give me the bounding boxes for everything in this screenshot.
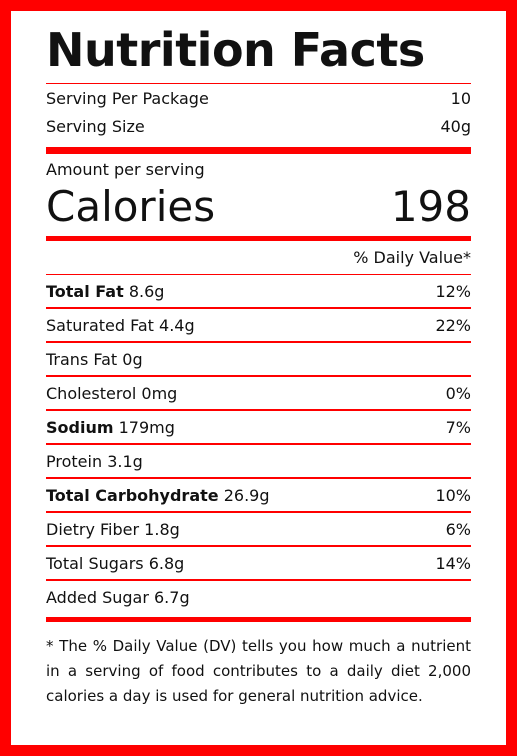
nutrient-row: Total Fat 8.6g 12% — [46, 275, 471, 309]
nutrient-label: Trans Fat 0g — [46, 350, 143, 369]
nutrient-amount: 8.6g — [128, 281, 165, 301]
amount-per-serving: Amount per serving — [46, 160, 205, 179]
nutrient-name: Cholesterol — [46, 383, 137, 403]
calories-label: Calories — [46, 182, 216, 231]
nutrient-name: Sodium — [46, 417, 114, 437]
serving-size-row: Serving Size 40g — [46, 112, 471, 140]
nutrient-daily-value: 0% — [445, 383, 471, 403]
nutrient-daily-value: 12% — [435, 281, 471, 301]
nutrient-amount: 1.8g — [144, 519, 180, 539]
nutrient-label: Total Carbohydrate 26.9g — [46, 486, 270, 505]
nutrient-name: Total Fat — [46, 281, 124, 301]
nutrient-name: Dietry Fiber — [46, 519, 140, 539]
nutrient-label: Added Sugar 6.7g — [46, 588, 190, 607]
nutrient-amount: 4.4g — [159, 315, 195, 335]
nutrient-row: Trans Fat 0g — [46, 343, 471, 377]
nutrient-name: Trans Fat — [46, 349, 118, 369]
nutrient-label: Sodium 179mg — [46, 418, 175, 437]
thick-divider — [46, 147, 471, 154]
nutrient-row: Total Sugars 6.8g 14% — [46, 547, 471, 581]
calories-row: Calories 198 — [46, 180, 471, 228]
nutrient-label: Protein 3.1g — [46, 452, 143, 471]
nutrient-row: Added Sugar 6.7g — [46, 581, 471, 613]
nutrient-label: Total Fat 8.6g — [46, 282, 164, 301]
nutrient-row: Total Carbohydrate 26.9g 10% — [46, 479, 471, 513]
nutrient-name: Total Carbohydrate — [46, 485, 219, 505]
nutrient-amount: 6.7g — [154, 587, 190, 607]
nutrient-row: Cholesterol 0mg 0% — [46, 377, 471, 411]
nutrient-name: Added Sugar — [46, 587, 149, 607]
nutrient-daily-value: 14% — [435, 553, 471, 573]
serving-size-label: Serving Size — [46, 116, 145, 136]
nutrient-label: Dietry Fiber 1.8g — [46, 520, 180, 539]
label-title: Nutrition Facts — [46, 23, 425, 77]
nutrient-daily-value: 22% — [435, 315, 471, 335]
nutrient-amount: 6.8g — [148, 553, 185, 573]
nutrient-amount: 0g — [122, 349, 143, 369]
daily-value-header: % Daily Value* — [353, 248, 471, 267]
nutrient-label: Cholesterol 0mg — [46, 384, 177, 403]
nutrient-daily-value: 10% — [435, 485, 471, 505]
nutrient-name: Saturated Fat — [46, 315, 154, 335]
serving-size-value: 40g — [440, 116, 471, 136]
divider — [46, 83, 471, 84]
servings-per-package-label: Serving Per Package — [46, 88, 209, 108]
nutrient-daily-value: 6% — [445, 519, 471, 539]
nutrient-label: Total Sugars 6.8g — [46, 554, 184, 573]
thick-divider — [46, 236, 471, 241]
nutrient-row: Sodium 179mg 7% — [46, 411, 471, 445]
nutrient-amount: 3.1g — [107, 451, 143, 471]
nutrient-row: Dietry Fiber 1.8g 6% — [46, 513, 471, 547]
servings-per-package-value: 10 — [450, 88, 471, 108]
nutrient-name: Protein — [46, 451, 103, 471]
nutrient-amount: 0mg — [141, 383, 178, 403]
nutrient-label: Saturated Fat 4.4g — [46, 316, 195, 335]
nutrient-amount: 26.9g — [223, 485, 270, 505]
nutrient-row: Protein 3.1g — [46, 445, 471, 479]
nutrient-daily-value: 7% — [445, 417, 471, 437]
divider — [46, 274, 471, 275]
nutrient-list: Total Fat 8.6g 12% Saturated Fat 4.4g 22% Tr… — [46, 275, 471, 613]
nutrient-name: Total Sugars — [46, 553, 144, 573]
calories-value: 198 — [390, 182, 471, 231]
nutrient-amount: 179mg — [118, 417, 175, 437]
footnote: * The % Daily Value (DV) tells you how m… — [46, 637, 471, 705]
thick-divider — [46, 617, 471, 622]
nutrient-row: Saturated Fat 4.4g 22% — [46, 309, 471, 343]
servings-per-package-row: Serving Per Package 10 — [46, 84, 471, 112]
